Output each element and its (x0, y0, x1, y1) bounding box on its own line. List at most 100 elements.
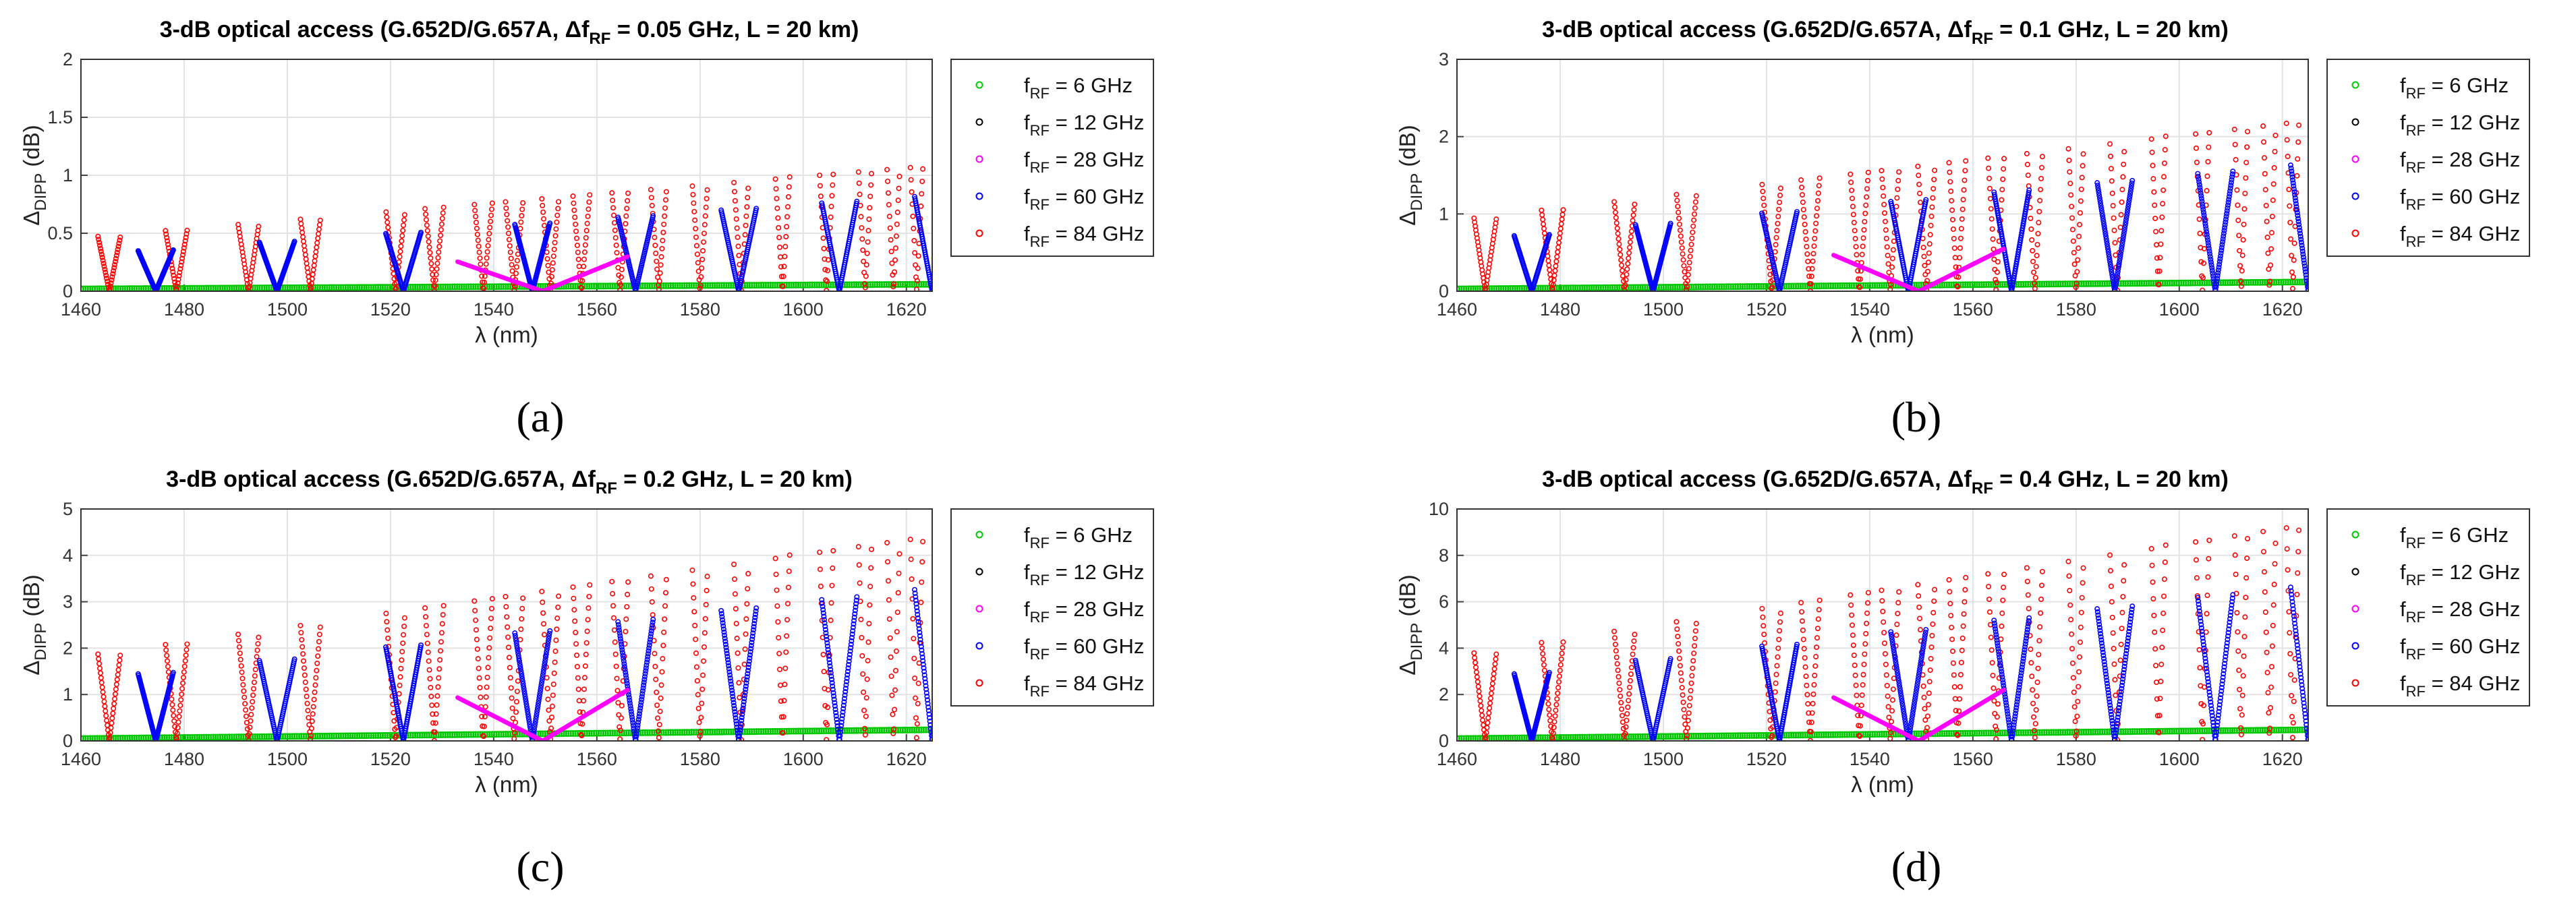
marker-6ghz (318, 284, 326, 291)
data-layer (1457, 120, 2324, 291)
marker-84ghz (116, 240, 122, 246)
marker-6ghz (843, 281, 851, 289)
marker-60ghz (2314, 230, 2318, 234)
marker-84ghz (541, 621, 547, 627)
marker-84ghz (1888, 281, 1894, 287)
marker-84ghz (1618, 251, 1624, 258)
marker-6ghz (200, 733, 208, 741)
marker-84ghz (786, 552, 793, 558)
marker-84ghz (821, 669, 827, 675)
marker-84ghz (2001, 156, 2007, 162)
marker-84ghz (310, 711, 316, 717)
marker-60ghz (929, 287, 932, 291)
marker-6ghz (2259, 278, 2266, 286)
marker-6ghz (1969, 281, 1976, 289)
marker-84ghz (1684, 287, 1690, 291)
marker-84ghz (698, 274, 704, 280)
marker-84ghz (778, 274, 784, 280)
marker-60ghz (2019, 228, 2025, 234)
marker-84ghz (1857, 276, 1863, 282)
legend-value: = 28 GHz (1050, 148, 1144, 171)
marker-84ghz (1953, 264, 1959, 270)
marker-6ghz (1597, 284, 1605, 291)
marker-84ghz (107, 286, 113, 291)
marker-84ghz (2067, 169, 2073, 175)
marker-6ghz (537, 730, 544, 738)
marker-60ghz (2225, 205, 2231, 211)
marker-84ghz (503, 199, 509, 205)
marker-84ghz (699, 265, 705, 271)
marker-60ghz (2320, 191, 2324, 195)
marker-84ghz (574, 242, 580, 248)
marker-6ghz (214, 733, 222, 741)
marker-6ghz (321, 284, 328, 291)
marker-84ghz (2066, 157, 2072, 163)
marker-84ghz (610, 198, 616, 204)
marker-60ghz (2011, 275, 2017, 281)
marker-84ghz (108, 280, 114, 286)
marker-84ghz (1951, 245, 1957, 251)
marker-84ghz (479, 713, 485, 719)
marker-6ghz (604, 729, 612, 737)
marker-6ghz (418, 731, 426, 739)
marker-84ghz (660, 642, 666, 649)
legend-f: f (2400, 111, 2406, 134)
marker-84ghz (657, 709, 663, 715)
marker-84ghz (423, 613, 429, 620)
marker-60ghz (2314, 227, 2318, 231)
marker-84ghz (743, 213, 749, 219)
marker-6ghz (2138, 280, 2146, 287)
marker-6ghz (2061, 280, 2069, 288)
marker-84ghz (584, 628, 590, 634)
marker-84ghz (425, 233, 431, 239)
marker-6ghz (818, 727, 825, 735)
marker-84ghz (181, 669, 187, 675)
chart-panel: 3-dB optical access (G.652D/G.657A, ΔfRF… (1395, 17, 2530, 441)
marker-84ghz (1800, 206, 1806, 212)
marker-6ghz (2124, 280, 2131, 287)
marker-84ghz (2204, 187, 2210, 193)
marker-84ghz (2272, 132, 2279, 138)
marker-6ghz (252, 733, 259, 740)
marker-6ghz (84, 285, 92, 291)
legend-label: fRF = 84 GHz (1024, 222, 1144, 250)
marker-84ghz (700, 672, 706, 678)
marker-6ghz (718, 728, 725, 736)
marker-84ghz (2158, 228, 2165, 234)
marker-84ghz (474, 231, 480, 237)
marker-6ghz (904, 280, 911, 288)
legend-marker (975, 118, 983, 126)
marker-60ghz (2117, 256, 2123, 262)
marker-6ghz (767, 281, 774, 289)
marker-84ghz (385, 635, 391, 641)
marker-84ghz (1946, 160, 1952, 166)
marker-6ghz (767, 727, 774, 735)
marker-84ghz (250, 692, 256, 698)
marker-84ghz (624, 206, 630, 212)
marker-60ghz (2201, 212, 2207, 218)
marker-60ghz (2099, 210, 2105, 216)
marker-6ghz (326, 284, 333, 291)
marker-84ghz (1895, 186, 1901, 192)
legend-f: f (2400, 185, 2406, 208)
marker-84ghz (550, 692, 556, 698)
panel-letter: (a) (516, 393, 564, 441)
marker-84ghz (919, 191, 925, 197)
marker-84ghz (437, 657, 443, 663)
marker-6ghz (416, 283, 424, 291)
marker-84ghz (1799, 191, 1805, 198)
marker-60ghz (2310, 264, 2314, 268)
marker-84ghz (1630, 212, 1636, 218)
marker-84ghz (302, 672, 308, 678)
marker-84ghz (181, 663, 188, 669)
marker-6ghz (818, 281, 825, 289)
marker-84ghz (694, 678, 700, 684)
marker-6ghz (2291, 278, 2299, 286)
marker-84ghz (1802, 221, 1808, 227)
marker-60ghz (2213, 281, 2219, 287)
marker-60ghz (753, 206, 760, 212)
marker-84ghz (572, 618, 578, 624)
marker-60ghz (2106, 251, 2112, 258)
marker-60ghz (2229, 177, 2235, 183)
marker-6ghz (1999, 280, 2006, 288)
